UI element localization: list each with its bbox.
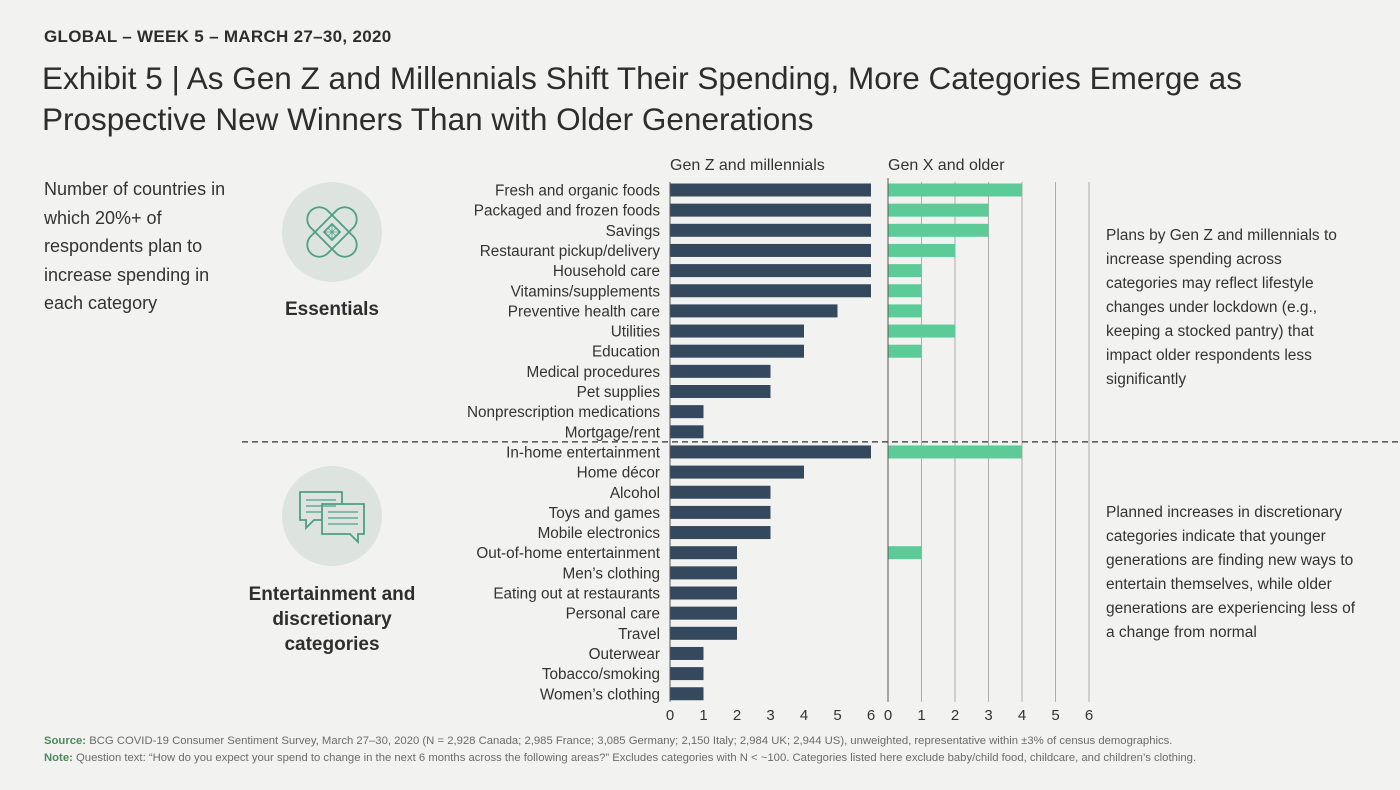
bar-gen-x-2	[888, 203, 989, 217]
category-label: Packaged and frozen foods	[474, 203, 661, 220]
note-line: Note: Question text: “How do you expect …	[44, 750, 1384, 767]
category-label: Mobile electronics	[538, 525, 661, 542]
bar-gen-x-7	[888, 304, 922, 318]
bandage-icon	[282, 182, 382, 282]
tick-gen-z-6: 6	[867, 707, 875, 724]
bar-gen-z-5	[670, 264, 871, 278]
bar-gen-z-2	[670, 203, 871, 217]
exhibit-title: Exhibit 5 | As Gen Z and Millennials Shi…	[42, 60, 1242, 137]
bar-gen-z-6	[670, 284, 871, 298]
bar-gen-z-22	[670, 606, 737, 620]
category-label: Tobacco/smoking	[542, 666, 660, 683]
bar-gen-z-11	[670, 385, 771, 398]
footnotes: Source: BCG COVID-19 Consumer Sentiment …	[44, 733, 1384, 766]
essentials-side-note: Plans by Gen Z and millennials to increa…	[1106, 227, 1337, 388]
bar-gen-x-5	[888, 264, 922, 278]
source-label: Source:	[44, 735, 87, 747]
tick-gen-z-5: 5	[833, 707, 841, 724]
category-label: Education	[592, 344, 660, 361]
bar-gen-z-16	[670, 485, 771, 499]
left-note: Number of countries in which 20%+ of res…	[44, 179, 226, 313]
bar-gen-x-1	[888, 183, 1022, 197]
bar-gen-z-18	[670, 526, 771, 540]
tick-gen-x-1: 1	[917, 707, 925, 724]
bar-gen-z-19	[670, 546, 737, 560]
note-text: Question text: “How do you expect your s…	[72, 751, 1197, 764]
category-label: Nonprescription medications	[467, 404, 660, 421]
bar-gen-z-3	[670, 223, 871, 237]
bar-gen-x-9	[888, 344, 922, 358]
source-text: BCG COVID-19 Consumer Sentiment Survey, …	[86, 735, 1173, 747]
category-label: Personal care	[566, 606, 660, 623]
bar-gen-z-25	[670, 667, 704, 681]
category-label: Pet supplies	[577, 384, 661, 401]
tick-gen-x-2: 2	[951, 707, 959, 724]
essentials-label: Essentials	[285, 299, 379, 320]
category-label: Fresh and organic foods	[495, 183, 660, 200]
entertainment-label: Entertainment and discretionary categori…	[248, 584, 416, 655]
category-label: Medical procedures	[527, 364, 661, 381]
category-label: Vitamins/supplements	[511, 283, 661, 300]
bar-gen-x-4	[888, 243, 955, 257]
tick-gen-x-5: 5	[1051, 707, 1059, 724]
category-label: Alcohol	[610, 485, 660, 502]
bar-gen-x-8	[888, 324, 955, 338]
category-label: Outerwear	[589, 646, 660, 663]
tick-gen-z-1: 1	[699, 707, 707, 724]
bar-gen-z-17	[670, 505, 771, 519]
bar-gen-x-19	[888, 546, 922, 560]
bar-gen-z-15	[670, 465, 804, 479]
note-label: Note:	[44, 751, 73, 764]
bar-gen-z-12	[670, 405, 704, 419]
bar-gen-z-8	[670, 324, 804, 338]
bar-gen-z-14	[670, 445, 871, 459]
kicker: GLOBAL – WEEK 5 – MARCH 27–30, 2020	[44, 27, 392, 46]
tick-gen-x-4: 4	[1018, 707, 1026, 724]
source-line: Source: BCG COVID-19 Consumer Sentiment …	[44, 733, 1384, 750]
tick-gen-x-0: 0	[884, 707, 892, 724]
category-label: Men’s clothing	[562, 565, 660, 582]
bar-gen-z-20	[670, 566, 737, 580]
bar-gen-z-21	[670, 586, 737, 600]
tick-gen-x-3: 3	[984, 707, 992, 724]
category-label: Savings	[606, 223, 661, 240]
bar-gen-z-13	[670, 425, 704, 439]
chat-bubbles-icon	[282, 466, 382, 566]
entertainment-side-note: Planned increases in discretionary categ…	[1106, 504, 1356, 641]
bar-gen-z-24	[670, 646, 704, 660]
bar-gen-z-4	[670, 243, 871, 257]
panel-title-gen-z: Gen Z and millennials	[670, 157, 825, 174]
category-label: Mortgage/rent	[565, 424, 661, 441]
panel-title-gen-x: Gen X and older	[888, 157, 1005, 174]
bar-gen-z-23	[670, 626, 737, 640]
tick-gen-x-6: 6	[1085, 707, 1093, 724]
bar-gen-x-6	[888, 284, 922, 298]
category-label: Household care	[553, 263, 660, 280]
bar-gen-z-26	[670, 687, 704, 701]
bar-gen-z-7	[670, 304, 838, 318]
category-label: Restaurant pickup/delivery	[480, 243, 661, 260]
bar-gen-z-1	[670, 183, 871, 197]
category-label: Travel	[618, 626, 660, 643]
category-label: Utilities	[611, 324, 661, 341]
category-label: Home décor	[577, 465, 660, 482]
bar-gen-x-14	[888, 445, 1022, 459]
category-label: Preventive health care	[508, 303, 660, 320]
category-label: Women’s clothing	[540, 686, 660, 703]
bar-gen-z-9	[670, 344, 804, 358]
tick-gen-z-0: 0	[666, 707, 674, 724]
category-label: In-home entertainment	[506, 444, 661, 461]
tick-gen-z-2: 2	[733, 707, 741, 724]
category-label: Out-of-home entertainment	[476, 545, 660, 562]
category-label: Eating out at restaurants	[493, 586, 660, 603]
bar-gen-z-10	[670, 364, 771, 378]
category-label: Toys and games	[549, 505, 661, 522]
tick-gen-z-3: 3	[766, 707, 774, 724]
bar-gen-x-3	[888, 223, 989, 237]
tick-gen-z-4: 4	[800, 707, 808, 724]
